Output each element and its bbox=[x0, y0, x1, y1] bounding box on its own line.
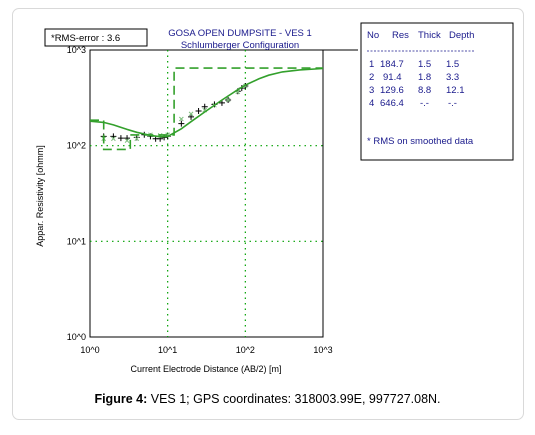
table-header-depth: Depth bbox=[449, 30, 474, 41]
layer-table: No Res Thick Depth 1 184.7 1.5 1.5 2 91.… bbox=[367, 30, 475, 147]
grid-lines bbox=[90, 49, 358, 337]
table-cell: -.- bbox=[420, 98, 429, 109]
table-cell: 3 bbox=[369, 85, 374, 96]
table-cell: 91.4 bbox=[383, 72, 402, 83]
rms-box bbox=[44, 28, 148, 47]
x-tick-label: 10^2 bbox=[236, 345, 255, 355]
calculated-point bbox=[178, 116, 184, 122]
table-cell: 184.7 bbox=[380, 59, 404, 70]
table-cell: 1 bbox=[369, 59, 374, 70]
table-cell: 2 bbox=[369, 72, 374, 83]
layer-table-box bbox=[360, 22, 514, 161]
plot-area bbox=[89, 49, 324, 338]
x-tick-label: 10^3 bbox=[313, 345, 332, 355]
observed-point bbox=[188, 113, 195, 120]
calculated-point bbox=[134, 136, 140, 142]
observed-point bbox=[117, 135, 124, 142]
calculated-point bbox=[188, 111, 194, 117]
table-note: * RMS on smoothed data bbox=[367, 136, 474, 147]
observed-point bbox=[195, 108, 202, 115]
chart-subtitle: Schlumberger Configuration bbox=[181, 40, 299, 51]
chart-title: GOSA OPEN DUMPSITE - VES 1 bbox=[168, 28, 312, 39]
tick-labels: 10^0 10^1 10^2 10^3 10^0 10^1 10^2 10^3 bbox=[67, 45, 333, 355]
table-cell: 4 bbox=[369, 98, 374, 109]
table-cell: 1.8 bbox=[418, 72, 431, 83]
y-tick-label: 10^3 bbox=[67, 45, 86, 55]
table-header-thick: Thick bbox=[418, 30, 441, 41]
table-cell: 3.3 bbox=[446, 72, 459, 83]
table-cell: 1.5 bbox=[418, 59, 431, 70]
series-layer bbox=[89, 67, 324, 151]
caption-prefix: Figure 4: bbox=[94, 392, 148, 406]
y-axis-label: Appar. Resistivity [ohmm] bbox=[35, 145, 45, 247]
table-cell: 129.6 bbox=[380, 85, 404, 96]
fitted-curve-line bbox=[89, 67, 324, 138]
x-axis-label: Current Electrode Distance (AB/2) [m] bbox=[130, 364, 281, 374]
y-tick-label: 10^0 bbox=[67, 332, 86, 342]
caption-text: VES 1; GPS coordinates: 318003.99E, 9977… bbox=[150, 392, 441, 406]
table-cell: -.- bbox=[448, 98, 457, 109]
layer-model-line bbox=[90, 67, 323, 151]
table-header-no: No bbox=[367, 30, 379, 41]
x-tick-label: 10^1 bbox=[158, 345, 177, 355]
ves-chart: *RMS-error : 3.6 GOSA OPEN DUMPSITE - VE… bbox=[35, 22, 514, 374]
calculated-point bbox=[111, 136, 116, 142]
x-tick-label: 10^0 bbox=[80, 345, 99, 355]
table-cell: 12.1 bbox=[446, 85, 465, 96]
observed-point bbox=[178, 120, 185, 127]
observed-point bbox=[201, 103, 208, 110]
table-header-res: Res bbox=[392, 30, 409, 41]
y-tick-label: 10^1 bbox=[67, 236, 86, 246]
rms-label: *RMS-error : 3.6 bbox=[51, 33, 120, 44]
figure-caption: Figure 4: VES 1; GPS coordinates: 318003… bbox=[0, 392, 535, 406]
calculated-point bbox=[225, 97, 231, 103]
calculated-point bbox=[124, 138, 130, 143]
table-cell: 8.8 bbox=[418, 85, 431, 96]
y-tick-label: 10^2 bbox=[67, 141, 86, 151]
table-cell: 1.5 bbox=[446, 59, 459, 70]
table-cell: 646.4 bbox=[380, 98, 404, 109]
